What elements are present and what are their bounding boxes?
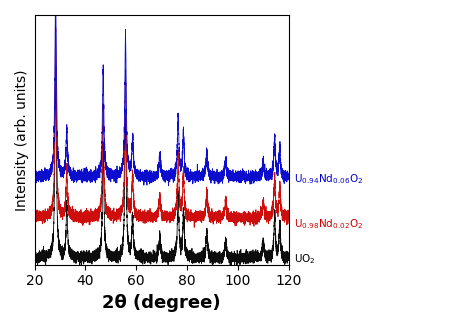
Text: U$_{0.98}$Nd$_{0.02}$O$_2$: U$_{0.98}$Nd$_{0.02}$O$_2$	[294, 217, 363, 231]
Text: UO$_2$: UO$_2$	[294, 252, 316, 266]
Text: U$_{0.94}$Nd$_{0.06}$O$_2$: U$_{0.94}$Nd$_{0.06}$O$_2$	[294, 172, 363, 186]
Y-axis label: Intensity (arb. units): Intensity (arb. units)	[15, 69, 29, 211]
X-axis label: 2θ (degree): 2θ (degree)	[102, 294, 221, 312]
